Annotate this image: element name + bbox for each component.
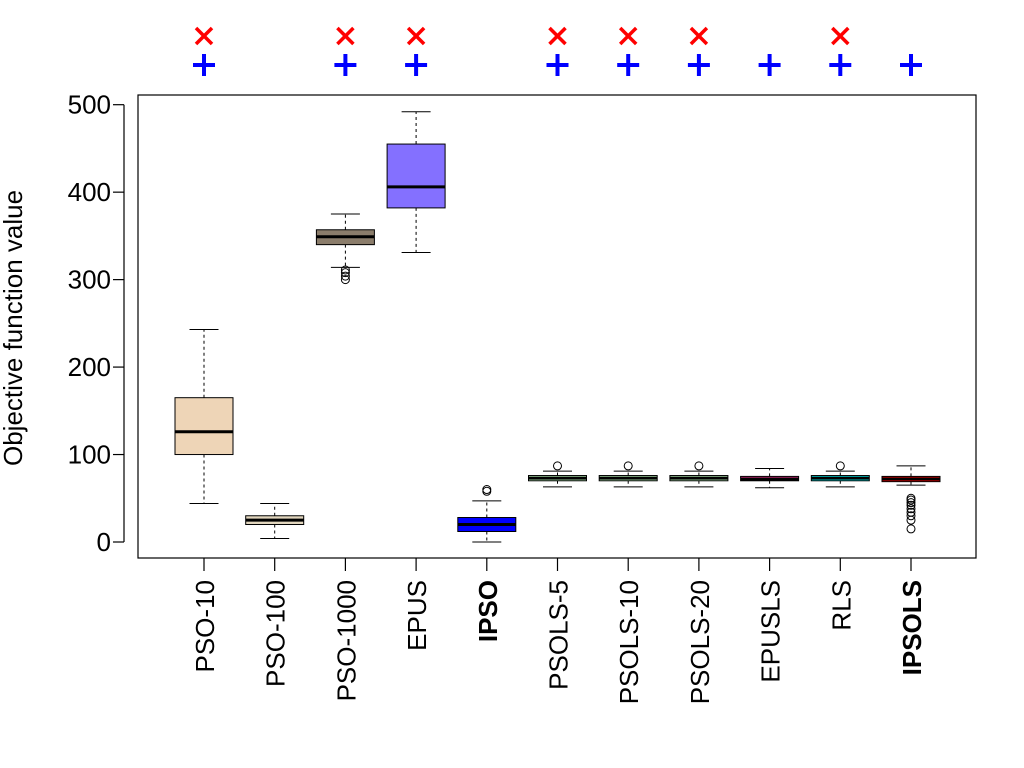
x-tick-label: PSOLS-10 <box>614 580 644 704</box>
box-epus <box>386 111 446 254</box>
plus-marker <box>405 54 428 76</box>
x-axis-labels: PSO-10 PSO-100 PSO-1000 EPUS IPSO PSOLS-5 PSOL… <box>190 558 927 704</box>
box-body <box>386 143 446 209</box>
box-rls <box>810 461 870 488</box>
x-tick-label: PSO-100 <box>261 580 291 687</box>
outlier-point <box>623 461 633 471</box>
box-ipsols <box>881 465 941 534</box>
cross-stroke <box>618 26 638 46</box>
cross-stroke <box>406 26 426 46</box>
y-axis-title: Objective function value <box>0 190 28 466</box>
outlier-point <box>906 493 916 503</box>
box-pso-1000 <box>315 213 375 285</box>
y-tick-label: 0 <box>97 527 111 557</box>
box-psols-10 <box>598 461 658 488</box>
outlier-point <box>906 504 916 514</box>
x-tick-label: PSOLS-5 <box>544 580 574 690</box>
outlier-point <box>340 275 350 285</box>
outlier-point <box>553 461 562 471</box>
x-tick-label: IPSO <box>473 580 503 642</box>
plus-marker <box>334 54 357 76</box>
plus-marker <box>193 54 215 76</box>
plus-marker <box>617 54 640 76</box>
x-tick-label: EPUS <box>402 580 432 651</box>
plus-marker <box>829 54 852 76</box>
y-tick-label: 200 <box>68 352 111 382</box>
x-tick-label: PSOLS-20 <box>685 580 715 704</box>
outlier-point <box>340 268 350 278</box>
y-axis: 0 100 200 300 400 500 <box>68 90 125 557</box>
outlier-point <box>835 461 845 471</box>
y-tick-label: 300 <box>68 265 111 295</box>
outlier-point <box>482 486 492 496</box>
outlier-point <box>906 524 916 534</box>
box-psols-5 <box>528 461 587 488</box>
cross-marker <box>194 26 214 46</box>
y-tick-label: 400 <box>68 177 111 207</box>
plus-marker <box>900 54 922 76</box>
box-series <box>174 111 941 543</box>
box-pso-100 <box>245 503 305 540</box>
y-tick-label: 500 <box>68 90 111 120</box>
outlier-point <box>340 265 350 275</box>
outlier-point <box>340 271 350 281</box>
box-pso-10 <box>174 328 234 505</box>
cross-stroke <box>689 26 709 46</box>
x-tick-label: RLS <box>826 580 856 631</box>
cross-marker <box>336 26 355 46</box>
cross-marker <box>548 26 567 46</box>
significance-markers <box>193 26 922 76</box>
plus-marker <box>687 54 710 76</box>
x-tick-label: EPUSLS <box>756 580 786 683</box>
x-tick-label: IPSOLS <box>897 580 927 675</box>
outlier-point <box>482 485 492 495</box>
cross-stroke <box>194 26 214 46</box>
box-ipso <box>457 485 517 543</box>
x-tick-label: PSO-10 <box>190 580 220 673</box>
cross-stroke <box>336 26 355 46</box>
x-tick-label: PSO-1000 <box>331 580 361 701</box>
cross-marker <box>689 26 709 46</box>
plot-area-frame <box>137 94 977 559</box>
outlier-point <box>906 500 916 510</box>
plus-marker <box>546 54 569 76</box>
box-psols-20 <box>669 461 729 488</box>
cross-marker <box>406 26 426 46</box>
outlier-point <box>694 461 704 471</box>
y-tick-label: 100 <box>68 440 111 470</box>
box-epusls <box>740 468 800 489</box>
outlier-point <box>906 507 916 517</box>
outlier-point <box>906 498 916 508</box>
plus-marker <box>758 54 781 76</box>
cross-stroke <box>548 26 567 46</box>
box-body <box>174 397 234 456</box>
cross-marker <box>831 26 850 46</box>
outlier-point <box>906 511 916 521</box>
cross-stroke <box>831 26 850 46</box>
cross-marker <box>618 26 638 46</box>
